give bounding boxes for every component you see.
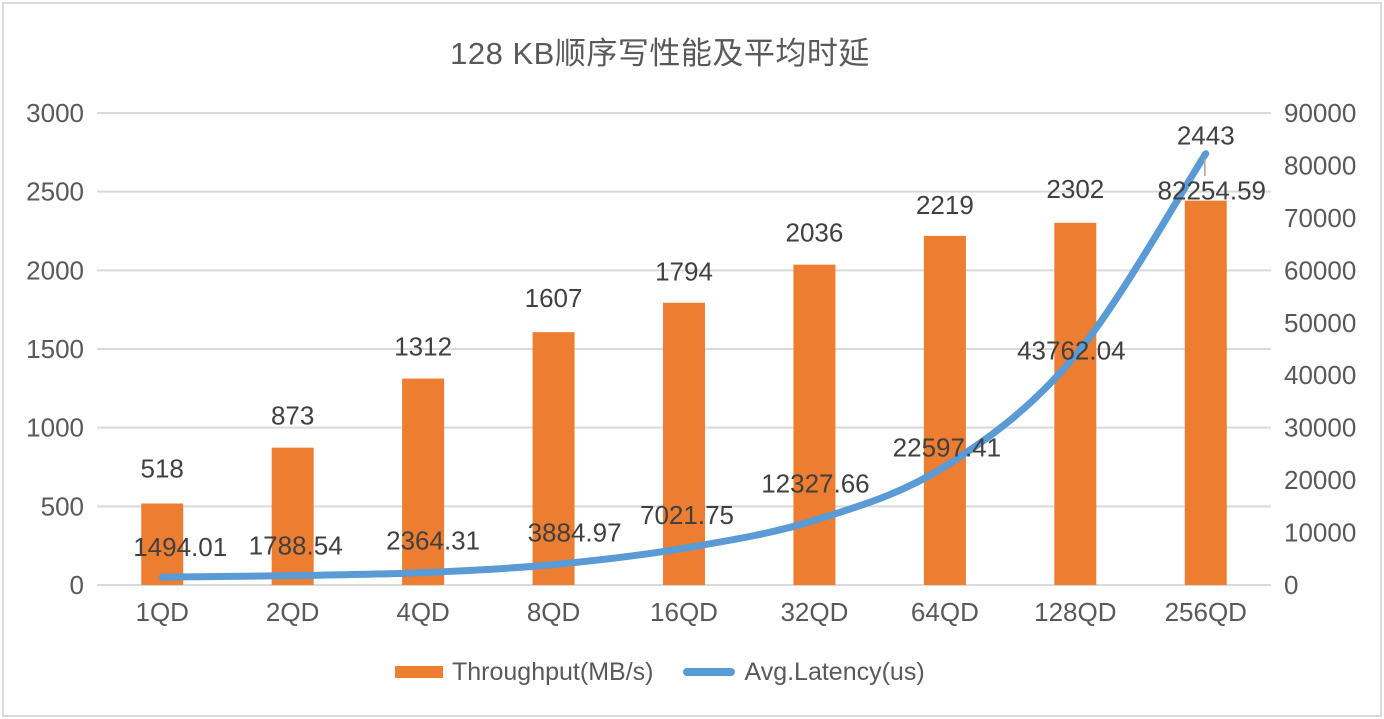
bar-64QD: [923, 235, 966, 586]
bar-16QD: [663, 302, 705, 585]
x-axis-label-16QD: 16QD: [650, 597, 718, 627]
legend-latency-label: Avg.Latency(us): [744, 657, 925, 686]
line-label-256QD: 82254.59: [1158, 176, 1266, 206]
x-axis-label-256QD: 256QD: [1165, 597, 1247, 627]
legend-throughput-swatch-icon: [395, 666, 443, 678]
left-axis-tick: 0: [70, 570, 84, 600]
right-axis-tick: 10000: [1284, 518, 1356, 548]
left-axis-tick: 2500: [26, 177, 84, 207]
x-axis-label-128QD: 128QD: [1034, 597, 1116, 627]
legend-throughput-label: Throughput(MB/s): [452, 657, 654, 686]
bar-label-1QD: 518: [141, 454, 184, 484]
line-label-64QD: 22597.41: [893, 432, 1001, 462]
latency-line: [158, 150, 1210, 581]
line-label-4QD: 2364.31: [386, 526, 480, 556]
left-axis-tick: 3000: [26, 98, 84, 128]
bar-label-8QD: 1607: [525, 283, 583, 313]
x-axis-label-1QD: 1QD: [135, 597, 188, 627]
bar-128QD: [1054, 222, 1097, 585]
x-axis-label-4QD: 4QD: [396, 597, 449, 627]
bar-1QD: [141, 503, 184, 585]
bar-label-256QD: 2443: [1177, 121, 1235, 151]
x-axis-label-2QD: 2QD: [266, 597, 319, 627]
bar-32QD: [793, 264, 836, 585]
right-axis-tick: 80000: [1284, 150, 1356, 180]
bar-label-128QD: 2302: [1046, 174, 1104, 204]
left-axis-tick: 1500: [26, 334, 84, 364]
legend: Throughput(MB/s) Avg.Latency(us): [395, 657, 925, 687]
bar-256QD: [1184, 200, 1227, 585]
x-axis-label-64QD: 64QD: [911, 597, 979, 627]
line-label-16QD: 7021.75: [640, 500, 734, 530]
bar-label-64QD: 2219: [916, 190, 974, 220]
right-axis-tick: 20000: [1284, 465, 1356, 495]
left-axis-tick: 500: [41, 491, 84, 521]
left-axis-tick: 2000: [26, 255, 84, 285]
right-axis-tick: 30000: [1284, 413, 1356, 443]
bar-label-16QD: 1794: [655, 257, 713, 287]
line-label-32QD: 12327.66: [761, 468, 869, 498]
right-axis-tick: 40000: [1284, 360, 1356, 390]
line-label-1QD: 1494.01: [133, 532, 227, 562]
line-label-8QD: 3884.97: [528, 518, 622, 548]
line-label-128QD: 43762.04: [1017, 335, 1125, 365]
right-axis-tick: 0: [1284, 570, 1298, 600]
line-label-2QD: 1788.54: [249, 531, 343, 561]
right-axis-tick: 50000: [1284, 308, 1356, 338]
bar-label-4QD: 1312: [394, 332, 452, 362]
left-axis-tick: 1000: [26, 413, 84, 443]
bar-label-32QD: 2036: [786, 218, 844, 248]
bar-label-2QD: 873: [271, 401, 314, 431]
right-axis-tick: 70000: [1284, 203, 1356, 233]
bar-8QD: [532, 332, 575, 585]
bar-4QD: [402, 378, 445, 585]
right-axis-tick: 60000: [1284, 255, 1356, 285]
x-axis-label-8QD: 8QD: [527, 597, 580, 627]
x-axis-label-32QD: 32QD: [780, 597, 848, 627]
legend-latency-swatch-icon: [683, 668, 736, 676]
right-axis-tick: 90000: [1284, 98, 1356, 128]
chart-title: 128 KB顺序写性能及平均时延: [450, 36, 870, 71]
bar-2QD: [271, 447, 314, 585]
